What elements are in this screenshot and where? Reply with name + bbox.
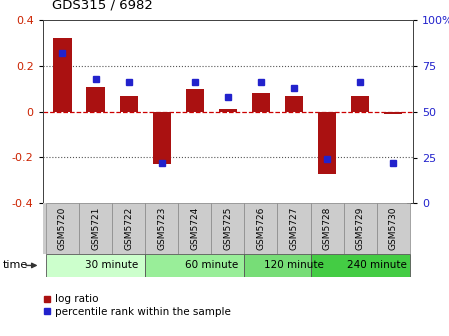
Text: GSM5723: GSM5723 bbox=[157, 207, 166, 250]
Bar bbox=[178, 203, 211, 254]
Bar bbox=[46, 203, 79, 254]
Bar bbox=[145, 254, 244, 277]
Text: GSM5728: GSM5728 bbox=[322, 207, 332, 250]
Text: 120 minute: 120 minute bbox=[264, 260, 324, 270]
Bar bbox=[377, 203, 410, 254]
Bar bbox=[244, 254, 311, 277]
Bar bbox=[311, 203, 343, 254]
Text: GSM5724: GSM5724 bbox=[190, 207, 199, 250]
Text: GSM5720: GSM5720 bbox=[58, 207, 67, 250]
Bar bbox=[119, 96, 138, 112]
Bar bbox=[186, 89, 204, 112]
Bar bbox=[244, 203, 277, 254]
Text: time: time bbox=[2, 260, 27, 270]
Text: GDS315 / 6982: GDS315 / 6982 bbox=[52, 0, 153, 12]
Bar bbox=[384, 112, 402, 114]
Bar bbox=[311, 254, 410, 277]
Bar bbox=[145, 203, 178, 254]
Text: GSM5730: GSM5730 bbox=[389, 207, 398, 250]
Bar bbox=[79, 203, 112, 254]
Bar bbox=[277, 203, 311, 254]
Bar bbox=[53, 39, 71, 112]
Text: GSM5721: GSM5721 bbox=[91, 207, 100, 250]
Bar bbox=[87, 87, 105, 112]
Bar bbox=[219, 110, 237, 112]
Bar bbox=[112, 203, 145, 254]
Bar bbox=[343, 203, 377, 254]
Bar bbox=[318, 112, 336, 173]
Text: GSM5725: GSM5725 bbox=[223, 207, 233, 250]
Text: 30 minute: 30 minute bbox=[85, 260, 139, 270]
Text: 60 minute: 60 minute bbox=[185, 260, 238, 270]
Bar bbox=[46, 254, 145, 277]
Legend: log ratio, percentile rank within the sample: log ratio, percentile rank within the sa… bbox=[44, 294, 231, 317]
Bar bbox=[153, 112, 171, 164]
Text: 240 minute: 240 minute bbox=[347, 260, 407, 270]
Text: GSM5722: GSM5722 bbox=[124, 207, 133, 250]
Text: GSM5729: GSM5729 bbox=[356, 207, 365, 250]
Bar bbox=[285, 96, 303, 112]
Bar bbox=[351, 96, 369, 112]
Text: GSM5726: GSM5726 bbox=[256, 207, 265, 250]
Bar bbox=[252, 93, 270, 112]
Text: GSM5727: GSM5727 bbox=[290, 207, 299, 250]
Bar bbox=[211, 203, 244, 254]
